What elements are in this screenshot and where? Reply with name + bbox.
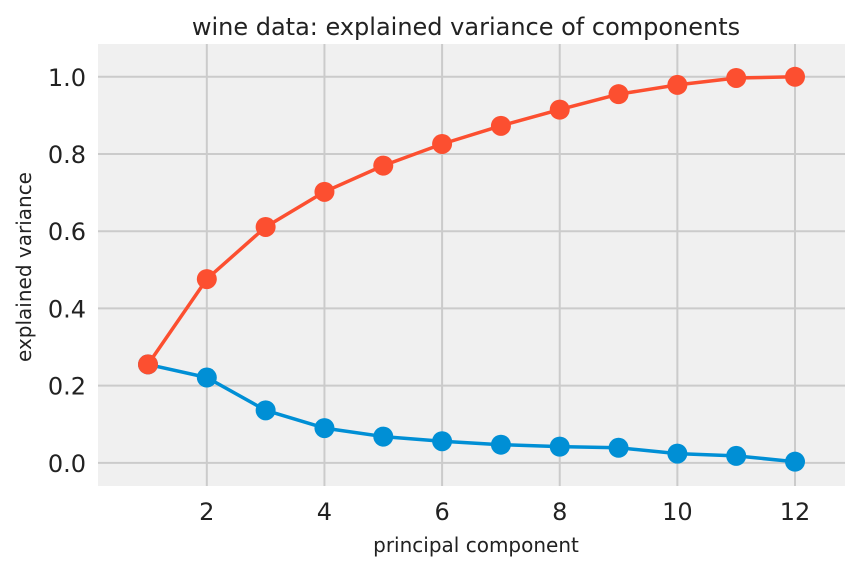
data-point bbox=[726, 445, 747, 466]
data-point bbox=[549, 436, 570, 457]
data-point bbox=[490, 434, 511, 455]
tick-labels: 2 4 6 8 10 12 0.0 0.2 0.4 0.6 0.8 1.0 bbox=[48, 64, 810, 526]
x-tick-label: 2 bbox=[199, 498, 214, 526]
series-layer bbox=[137, 66, 806, 472]
data-point bbox=[608, 84, 629, 105]
x-axis-label: principal component bbox=[373, 533, 579, 557]
data-point bbox=[549, 99, 570, 120]
grid bbox=[98, 44, 845, 486]
data-point bbox=[785, 66, 806, 87]
data-point bbox=[785, 451, 806, 472]
chart-title: wine data: explained variance of compone… bbox=[192, 13, 740, 41]
data-point bbox=[373, 426, 394, 447]
y-tick-label: 0.2 bbox=[48, 373, 86, 401]
data-point bbox=[726, 67, 747, 88]
x-tick-label: 4 bbox=[317, 498, 332, 526]
data-point bbox=[432, 431, 453, 452]
data-point bbox=[314, 418, 335, 439]
data-point bbox=[490, 115, 511, 136]
data-point bbox=[137, 354, 158, 375]
data-point bbox=[608, 437, 629, 458]
data-point bbox=[255, 216, 276, 237]
data-point bbox=[196, 269, 217, 290]
data-point bbox=[196, 367, 217, 388]
data-point bbox=[373, 155, 394, 176]
y-tick-label: 0.6 bbox=[48, 218, 86, 246]
data-point bbox=[667, 74, 688, 95]
x-tick-label: 8 bbox=[552, 498, 567, 526]
data-point bbox=[255, 400, 276, 421]
y-tick-label: 0.0 bbox=[48, 450, 86, 478]
x-tick-label: 10 bbox=[662, 498, 693, 526]
data-point bbox=[667, 443, 688, 464]
x-tick-label: 12 bbox=[780, 498, 811, 526]
x-tick-label: 6 bbox=[434, 498, 449, 526]
y-tick-label: 0.4 bbox=[48, 295, 86, 323]
y-axis-label: explained variance bbox=[12, 172, 36, 362]
plot-area bbox=[98, 44, 845, 486]
data-point bbox=[432, 133, 453, 154]
y-tick-label: 1.0 bbox=[48, 64, 86, 92]
y-tick-label: 0.8 bbox=[48, 141, 86, 169]
data-point bbox=[314, 181, 335, 202]
